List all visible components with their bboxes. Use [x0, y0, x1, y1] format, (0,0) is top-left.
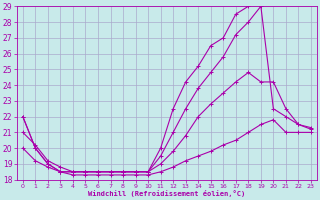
X-axis label: Windchill (Refroidissement éolien,°C): Windchill (Refroidissement éolien,°C) — [88, 190, 245, 197]
